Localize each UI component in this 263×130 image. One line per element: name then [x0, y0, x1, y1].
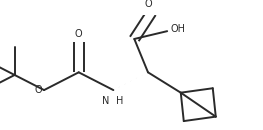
Text: O: O: [34, 85, 42, 95]
Text: N: N: [102, 96, 109, 106]
Text: O: O: [144, 0, 152, 9]
Text: H: H: [116, 96, 124, 106]
Text: O: O: [75, 29, 83, 39]
Text: OH: OH: [170, 24, 185, 34]
